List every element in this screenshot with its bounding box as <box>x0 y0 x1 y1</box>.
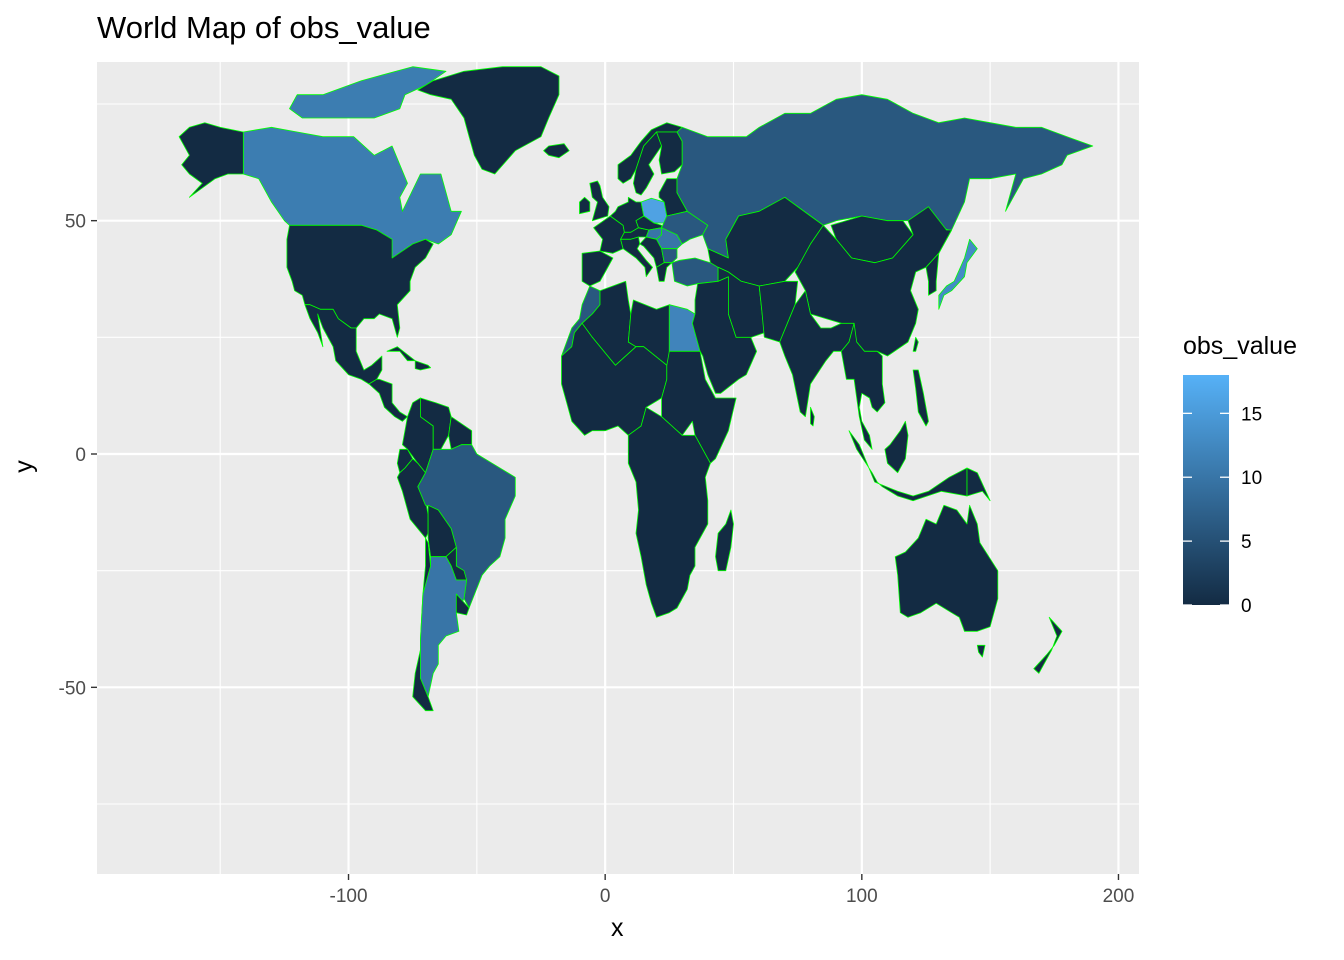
region-greece <box>656 262 673 282</box>
legend-tick-label: 15 <box>1241 404 1262 425</box>
region-sri-lanka <box>810 406 815 427</box>
region-italy <box>620 236 653 278</box>
map-regions <box>178 66 1094 712</box>
region-philippines <box>912 369 929 427</box>
legend-tick-label: 5 <box>1241 532 1252 553</box>
region-middle-east <box>692 276 757 394</box>
region-iceland <box>543 143 570 159</box>
region-cuba <box>386 346 416 362</box>
x-tick-label: 0 <box>600 886 611 907</box>
region-korea <box>925 252 940 296</box>
y-tick-label: -50 <box>59 678 86 699</box>
region-sweden <box>633 131 662 196</box>
legend-tick-label: 0 <box>1241 596 1252 617</box>
legend-tick-label: 10 <box>1241 468 1262 489</box>
region-peru <box>396 458 429 539</box>
plot-panel <box>97 62 1139 874</box>
region-finland <box>656 131 683 175</box>
axis-ticks: -100 0 100 200 50 0 -50 <box>59 212 1135 907</box>
region-borneo <box>884 420 909 474</box>
region-australia <box>894 504 999 632</box>
region-greenland <box>417 66 560 175</box>
region-tasmania <box>976 644 986 658</box>
region-japan <box>938 238 978 310</box>
region-united-kingdom <box>589 180 610 222</box>
region-uruguay <box>455 593 470 616</box>
region-taiwan <box>912 336 919 352</box>
region-central-america <box>368 378 408 422</box>
region-canada <box>242 126 462 259</box>
region-argentina <box>419 556 468 698</box>
region-central-southern-africa <box>627 406 711 618</box>
region-new-zealand <box>1033 616 1063 674</box>
region-ireland <box>579 196 591 215</box>
region-madagascar <box>715 509 734 572</box>
chart-title: World Map of obs_value <box>97 10 431 45</box>
region-iberia <box>581 250 614 287</box>
x-axis-label: x <box>611 914 624 942</box>
region-hispaniola <box>414 360 432 371</box>
legend-colorbar: 0 5 10 15 <box>1183 375 1262 617</box>
region-mexico <box>304 304 383 385</box>
region-canadian-arctic <box>289 66 447 119</box>
region-alaska <box>178 122 244 198</box>
y-tick-label: 0 <box>75 445 86 466</box>
region-bulgaria <box>661 248 678 264</box>
x-tick-label: -100 <box>330 886 368 907</box>
y-tick-label: 50 <box>65 212 86 233</box>
legend-title: obs_value <box>1183 332 1297 360</box>
x-tick-label: 100 <box>846 886 878 907</box>
region-venezuela <box>419 397 452 450</box>
region-papua-new-guinea <box>966 467 991 502</box>
colorbar <box>1183 375 1229 605</box>
region-czechia-slovakia <box>635 215 662 231</box>
region-southeast-asia <box>840 322 886 450</box>
x-tick-label: 200 <box>1103 886 1135 907</box>
y-axis-label: y <box>9 460 38 473</box>
